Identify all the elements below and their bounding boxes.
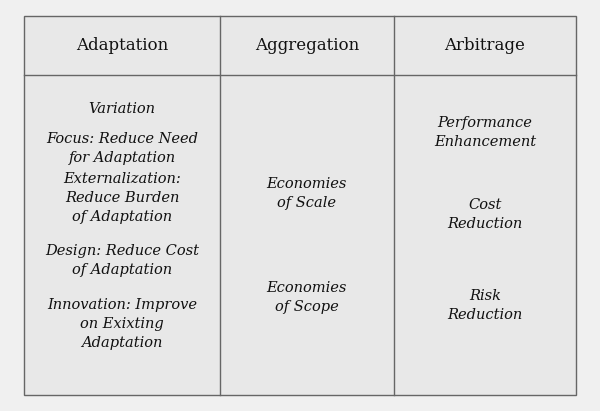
Text: Economies
of Scale: Economies of Scale [267,177,347,210]
Text: Variation: Variation [88,102,155,115]
Text: Economies
of Scope: Economies of Scope [267,281,347,314]
Text: Adaptation: Adaptation [76,37,168,54]
Text: Focus: Reduce Need
for Adaptation: Focus: Reduce Need for Adaptation [46,132,198,165]
Text: Cost
Reduction: Cost Reduction [447,198,523,231]
Text: Innovation: Improve
on Exixting
Adaptation: Innovation: Improve on Exixting Adaptati… [47,298,197,350]
Text: Design: Reduce Cost
of Adaptation: Design: Reduce Cost of Adaptation [45,244,199,277]
Text: Aggregation: Aggregation [255,37,359,54]
Text: Performance
Enhancement: Performance Enhancement [434,116,536,149]
Text: Arbitrage: Arbitrage [445,37,526,54]
Text: Externalization:
Reduce Burden
of Adaptation: Externalization: Reduce Burden of Adapta… [63,172,181,224]
Text: Risk
Reduction: Risk Reduction [447,289,523,321]
